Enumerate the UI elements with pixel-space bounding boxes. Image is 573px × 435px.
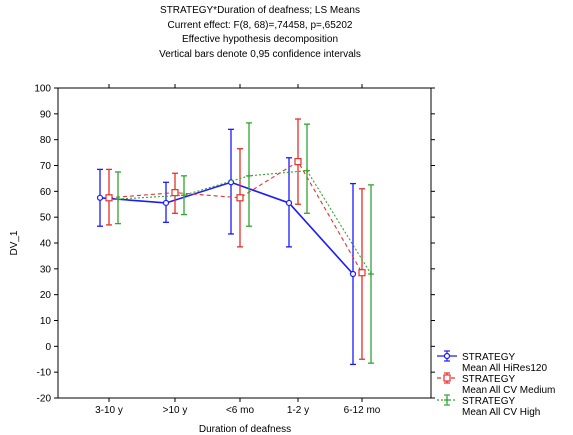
- y-tick-label: 90: [40, 109, 52, 120]
- data-point: [304, 167, 310, 174]
- chart-title: STRATEGY*Duration of deafness; LS Means: [160, 5, 360, 16]
- chart-subtitle-line-1: Current effect: F(8, 68)=,74458, p=,6520…: [167, 19, 353, 31]
- x-axis-title: Duration of deafness: [199, 424, 291, 435]
- data-point: [171, 189, 179, 197]
- y-tick-label: 60: [40, 187, 52, 198]
- y-axis-title: DV_1: [9, 230, 20, 255]
- data-point: [236, 194, 244, 202]
- legend-series-label: Mean All CV Medium: [462, 385, 555, 396]
- y-axis: -20 -10 0 10 20 30 40 50 60 70 80 90 100: [34, 84, 435, 405]
- data-point: [181, 192, 187, 199]
- x-tick-label: 1-2 y: [287, 405, 309, 416]
- legend-marker: [443, 352, 451, 360]
- data-point: [349, 270, 357, 278]
- y-tick-label: 10: [40, 316, 52, 327]
- legend-group-label: STRATEGY: [462, 396, 515, 407]
- data-point: [368, 271, 374, 277]
- y-tick-label: 100: [34, 84, 51, 95]
- y-tick-label: 70: [40, 161, 52, 172]
- chart-subtitle-line-3: Vertical bars denote 0,95 confidence int…: [159, 48, 361, 60]
- series-1: [105, 118, 366, 360]
- chart-title-block: STRATEGY*Duration of deafness; LS Means …: [95, 4, 425, 62]
- series-2: [115, 122, 374, 364]
- legend-marker: [443, 374, 451, 382]
- legend-series-label: Mean All CV High: [462, 407, 540, 418]
- y-tick-label: 80: [40, 135, 52, 146]
- y-tick-label: -10: [37, 368, 52, 379]
- legend-series-label: Mean All HiRes120: [462, 363, 547, 374]
- series-0: [96, 128, 357, 366]
- legend-group-label: STRATEGY: [462, 352, 515, 363]
- data-point: [105, 194, 113, 202]
- data-point: [285, 199, 293, 207]
- data-point: [294, 158, 302, 166]
- y-tick-label: 50: [40, 213, 52, 224]
- data-point: [358, 269, 366, 277]
- x-tick-label: 6-12 mo: [344, 405, 381, 416]
- x-tick-label: 3-10 y: [95, 405, 123, 416]
- legend-marker: [444, 397, 450, 403]
- data-point: [246, 172, 252, 179]
- plot-series: [96, 118, 374, 366]
- y-tick-label: 40: [40, 239, 52, 250]
- legend-group-label: STRATEGY: [462, 374, 515, 385]
- data-point: [162, 199, 170, 207]
- y-tick-label: 0: [45, 342, 51, 353]
- data-point: [96, 194, 104, 201]
- x-tick-label: >10 y: [163, 405, 188, 416]
- x-axis: 3-10 y >10 y <6 mo 1-2 y 6-12 mo: [95, 84, 381, 416]
- x-tick-label: <6 mo: [226, 405, 255, 416]
- series-line-1: [108, 160, 363, 273]
- y-tick-label: -20: [37, 394, 52, 405]
- data-point: [115, 196, 121, 203]
- plot-frame: [57, 87, 432, 399]
- y-tick-label: 20: [40, 290, 52, 301]
- chart-subtitle-line-2: Effective hypothesis decomposition: [181, 34, 338, 45]
- y-tick-label: 30: [40, 264, 52, 275]
